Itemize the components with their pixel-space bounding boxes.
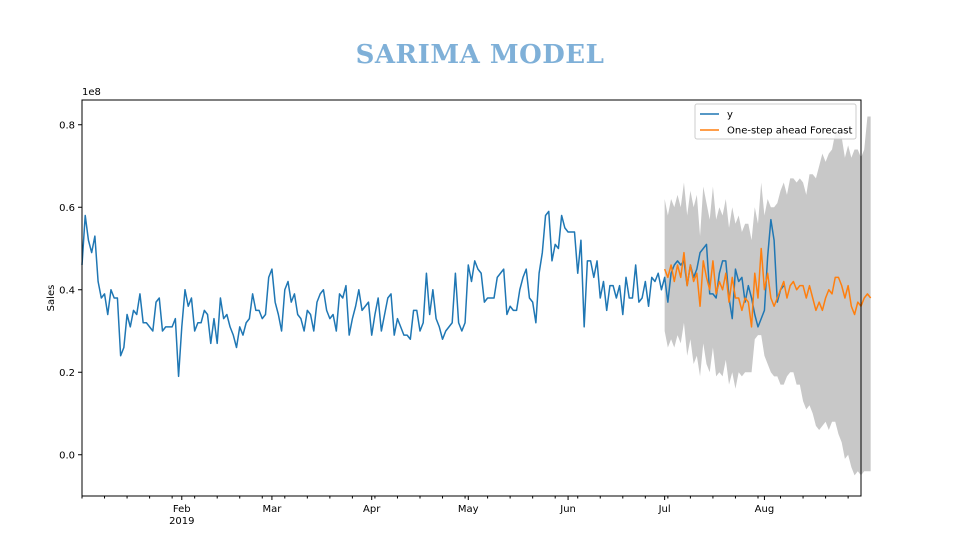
y-axis-label: Sales	[46, 285, 57, 312]
axes-frame	[81, 99, 862, 497]
x-tick-label: May	[458, 504, 479, 515]
x-tick-label: Jul	[658, 504, 671, 515]
confidence-interval-layer	[664, 116, 871, 476]
x-tick-label: Feb	[173, 504, 191, 515]
y-tick-label: 0.8	[59, 120, 75, 131]
x-tick-label: Apr	[363, 504, 381, 515]
y-tick-label: 0.4	[59, 285, 75, 296]
y-tick-label: 0.0	[59, 450, 75, 461]
y-tick-label: 0.2	[59, 368, 75, 379]
series-layer	[81, 210, 872, 378]
legend: y One-step ahead Forecast	[694, 103, 857, 140]
x-tick-label: Jun	[559, 504, 576, 515]
y-offset-label: 1e8	[82, 87, 101, 98]
x-tick-sublabel: 2019	[169, 516, 194, 527]
chart-title: SARIMA MODEL	[355, 40, 605, 70]
y-axis-ticks: 0.0 0.2 0.4 0.6 0.8	[59, 120, 82, 461]
y-tick-label: 0.6	[59, 203, 75, 214]
series-line-y	[81, 210, 785, 378]
x-tick-label: Mar	[262, 504, 282, 515]
legend-box	[694, 103, 857, 140]
legend-label-y: y	[727, 110, 733, 121]
legend-label-forecast: One-step ahead Forecast	[727, 126, 852, 137]
series-line-forecast	[663, 247, 872, 328]
confidence-band	[664, 116, 871, 476]
x-tick-label: Aug	[755, 504, 775, 515]
